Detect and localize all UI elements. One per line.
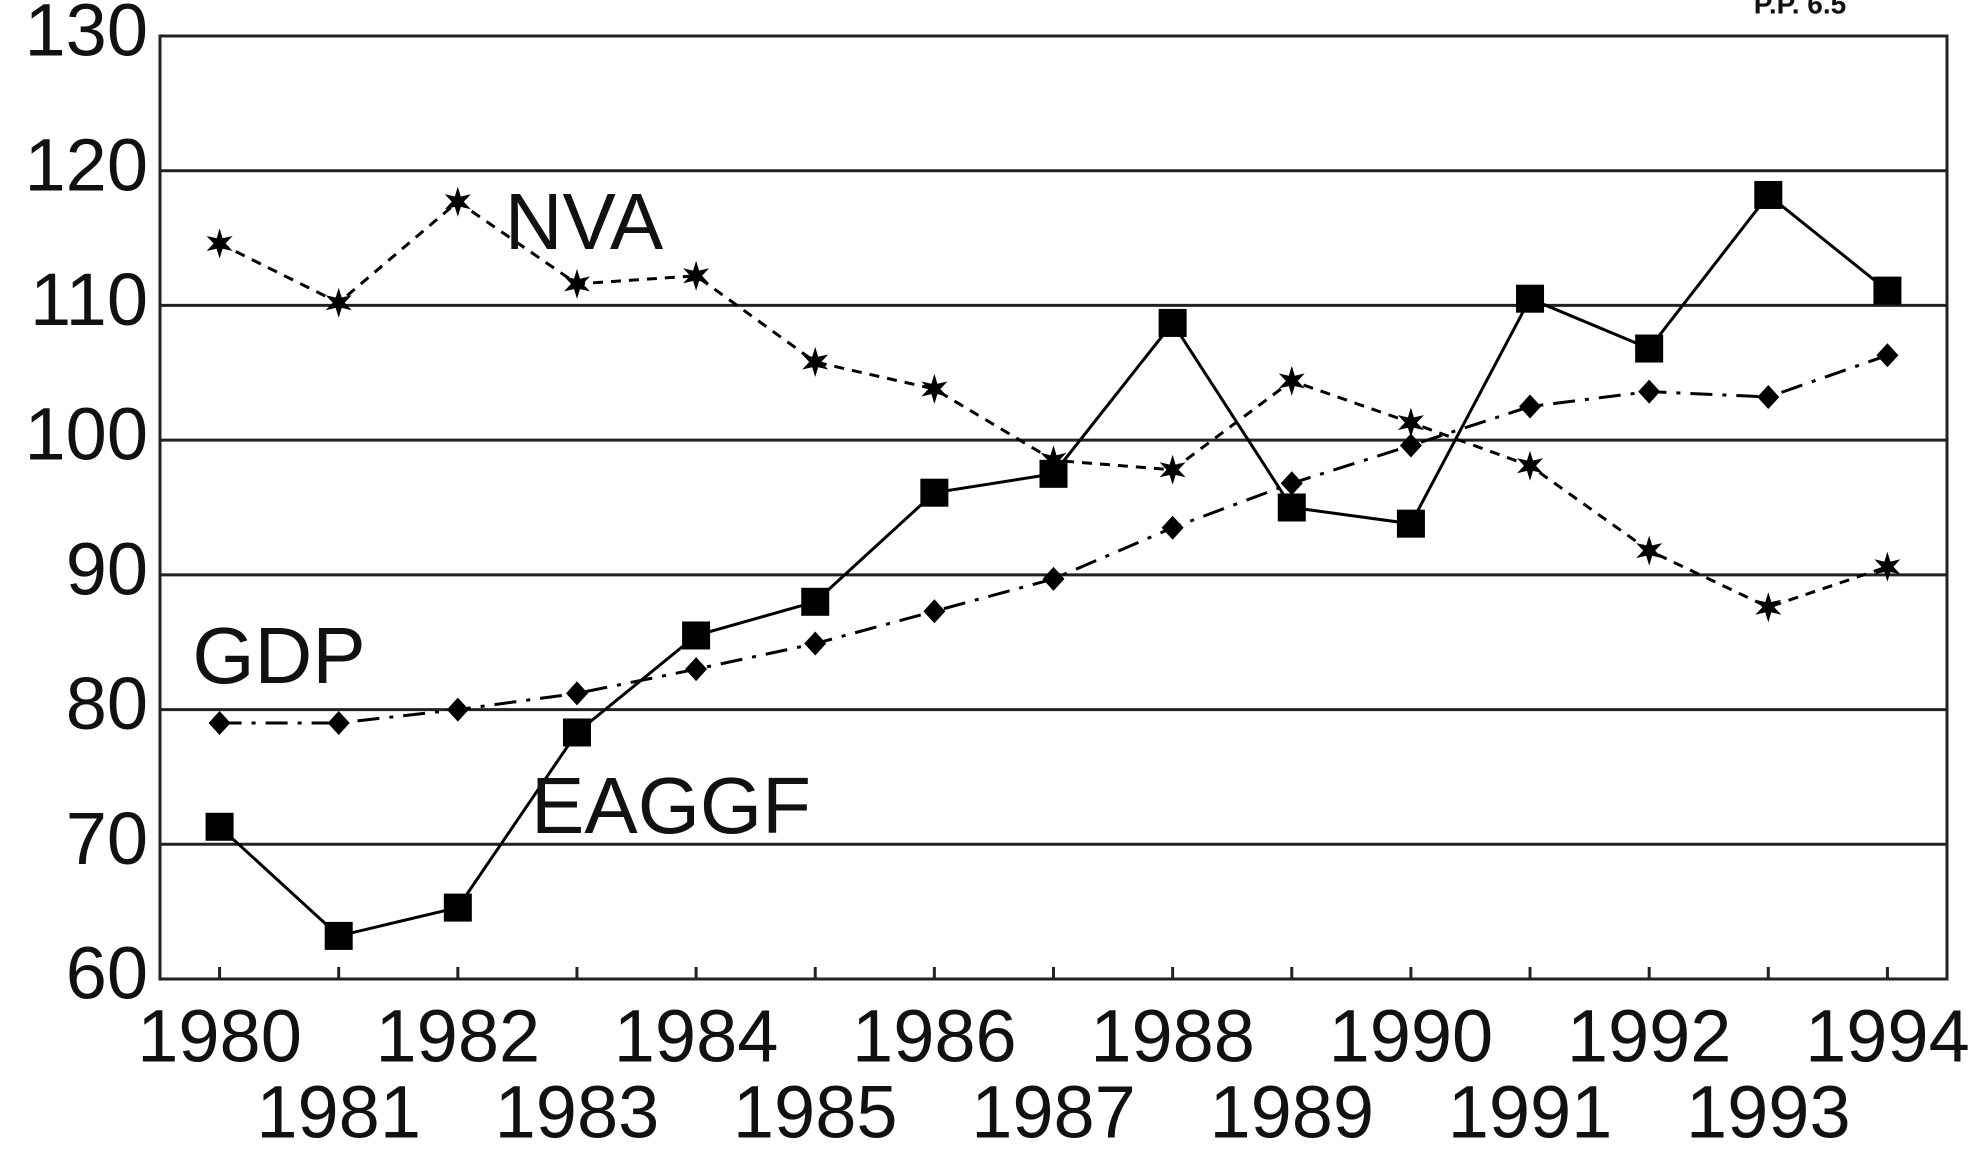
data-point [1399,433,1422,458]
data-point [1519,394,1542,419]
data-point [921,374,948,404]
data-point [683,260,710,291]
data-point [1636,535,1663,566]
data-point [1516,284,1545,313]
y-tick-label: 80 [66,662,148,745]
data-point [208,711,231,736]
data-point [1397,407,1424,438]
data-point [562,718,591,747]
data-point [443,893,472,922]
data-point [205,812,234,841]
data-point [446,697,469,722]
x-tick-label: 1993 [1686,1071,1851,1154]
x-tick-label: 1981 [256,1071,421,1154]
data-point [327,711,350,736]
y-tick-label: 60 [66,932,148,1015]
data-point [1757,385,1780,410]
data-point [685,657,708,682]
data-point [564,268,590,299]
y-tick-label: 90 [66,527,148,610]
data-point [1635,334,1664,363]
data-point [804,631,827,656]
data-point [1159,454,1186,485]
x-tick-label: 1991 [1448,1071,1613,1154]
data-point [444,186,471,217]
data-point [1876,343,1899,368]
data-point [1158,308,1187,337]
data-point [923,599,946,624]
data-point [206,228,233,259]
series-line [219,353,1888,725]
y-tick-label: 70 [66,797,148,880]
data-point [1280,471,1303,496]
y-tick-label: 100 [25,393,148,476]
data-point [324,921,353,950]
series-line [218,199,1888,609]
x-tick-label: 1990 [1329,995,1494,1078]
annotation: P.P. 6.5 [1754,0,1846,19]
x-tick-label: 1987 [971,1071,1136,1154]
y-tick-label: 130 [25,0,148,72]
data-point [1873,276,1902,305]
x-tick-label: 1982 [376,995,541,1078]
y-tick-label: 120 [25,123,148,206]
data-point [802,347,829,377]
data-point [1042,566,1065,591]
x-tick-label: 1986 [852,995,1017,1078]
x-tick-label: 1985 [733,1071,898,1154]
data-point [1161,515,1184,540]
x-tick-label: 1994 [1805,995,1970,1078]
data-point [801,587,830,616]
data-point [920,478,949,507]
data-point [1874,551,1901,582]
data-point [1277,493,1306,522]
y-tick-label: 110 [30,258,148,341]
plot-frame [158,34,1949,981]
data-point [1517,450,1543,481]
series-label: EAGGF [531,761,811,850]
x-tick-label: 1989 [1209,1071,1374,1154]
x-tick-label: 1992 [1567,995,1732,1078]
data-point [682,621,711,650]
data-point [1638,379,1661,404]
data-point [565,681,588,706]
x-tick-label: 1983 [495,1071,660,1154]
data-point [1754,180,1783,209]
x-tick-label: 1984 [614,995,779,1078]
data-point [1396,509,1425,538]
x-tick-label: 1988 [1090,995,1255,1078]
data-point [1040,445,1067,476]
series-label: GDP [192,611,365,700]
data-point [1755,592,1782,623]
series-label: NVA [505,177,664,266]
data-point [325,287,352,318]
data-point [1278,365,1305,396]
x-tick-label: 1980 [137,995,302,1078]
